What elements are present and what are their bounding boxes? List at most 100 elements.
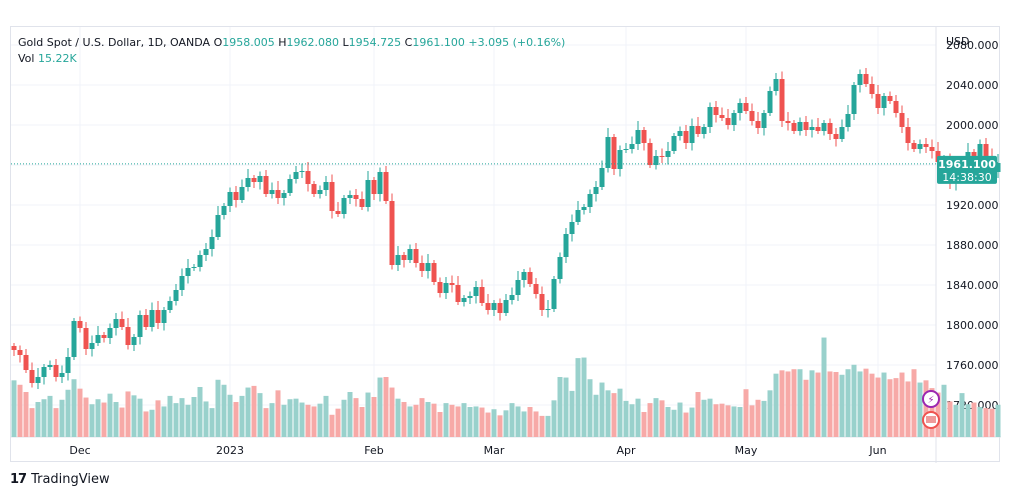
- tradingview-brand[interactable]: 17 TradingView: [10, 472, 110, 487]
- candle-body: [677, 131, 683, 136]
- x-tick-label: 2023: [216, 444, 244, 457]
- volume-bar: [683, 412, 689, 437]
- volume-bar: [107, 393, 113, 437]
- candle-body: [605, 137, 611, 168]
- volume-bar: [179, 398, 185, 437]
- volume-bar: [911, 369, 917, 437]
- candle-body: [731, 113, 737, 125]
- candle-body: [875, 94, 881, 108]
- volume-bar: [479, 407, 485, 437]
- volume-bar: [317, 403, 323, 437]
- candle-body: [413, 249, 419, 263]
- volume-bar: [119, 407, 125, 437]
- candle-body: [467, 296, 473, 298]
- volume-bar: [953, 404, 959, 437]
- candle-body: [581, 207, 587, 210]
- candle-body: [143, 315, 149, 327]
- x-tick-label: Feb: [364, 444, 383, 457]
- candle-body: [845, 114, 851, 127]
- candle-body: [251, 178, 257, 182]
- candle-body: [617, 150, 623, 169]
- volume-bar: [401, 402, 407, 437]
- candle-body: [239, 187, 245, 200]
- low-label: L: [342, 36, 349, 49]
- candle-body: [863, 74, 869, 84]
- volume-bar: [827, 371, 833, 437]
- volume-bar: [203, 401, 209, 437]
- volume-bar: [575, 358, 581, 437]
- candle-body: [437, 282, 443, 293]
- candle-body: [755, 121, 761, 128]
- high-value: 1962.080: [286, 36, 340, 49]
- candle-body: [353, 195, 359, 199]
- volume-bar: [653, 398, 659, 437]
- volume-bar: [791, 369, 797, 437]
- vol-value: 15.22K: [37, 52, 77, 65]
- volume-bar: [59, 399, 65, 437]
- x-tick-label: Jun: [868, 444, 886, 457]
- candle-body: [263, 176, 269, 194]
- candle-body: [683, 131, 689, 143]
- last-price-tag: [937, 155, 997, 184]
- candle-body: [995, 163, 1001, 172]
- flag-glyph: [926, 416, 936, 423]
- candle-body: [173, 290, 179, 301]
- candle-body: [89, 343, 95, 349]
- high-label: H: [278, 36, 287, 49]
- candle-body: [431, 263, 437, 282]
- volume-bar: [947, 401, 953, 437]
- volume-bar: [167, 395, 173, 437]
- volume-bar: [305, 404, 311, 437]
- candle-body: [695, 126, 701, 134]
- candle-body: [905, 127, 911, 143]
- volume-bar: [293, 398, 299, 437]
- candle-body: [743, 103, 749, 111]
- vol-label: Vol: [18, 52, 35, 65]
- candle-body: [497, 303, 503, 313]
- candle-body: [791, 123, 797, 131]
- volume-bar: [971, 402, 977, 437]
- volume-bar: [461, 403, 467, 437]
- volume-bar: [161, 406, 167, 437]
- volume-bar: [539, 415, 545, 437]
- candle-body: [761, 113, 767, 128]
- volume-bar: [371, 397, 377, 437]
- volume-bar: [617, 388, 623, 437]
- candle-body: [35, 377, 41, 383]
- volume-bar: [875, 377, 881, 437]
- volume-bar: [629, 404, 635, 437]
- candle-body: [557, 257, 563, 279]
- volume-bar: [431, 403, 437, 437]
- candle-body: [197, 255, 203, 267]
- volume-bar: [821, 337, 827, 437]
- candle-body: [83, 328, 89, 349]
- change-value: +3.095 (+0.16%): [468, 36, 566, 49]
- candle-body: [545, 309, 551, 310]
- volume-bar: [197, 387, 203, 437]
- volume-bar: [635, 398, 641, 437]
- candle-body: [299, 171, 305, 172]
- candle-body: [287, 179, 293, 193]
- candle-body: [11, 346, 17, 350]
- candle-body: [65, 357, 71, 373]
- candle-body: [395, 255, 401, 265]
- volume-bar: [95, 399, 101, 437]
- volume-bar: [719, 403, 725, 437]
- volume-bar: [725, 405, 731, 437]
- volume-bar: [755, 399, 761, 437]
- lightning-icon[interactable]: [922, 390, 940, 408]
- candle-body: [323, 182, 329, 190]
- volume-bar: [731, 406, 737, 437]
- volume-bar: [425, 402, 431, 437]
- candle-body: [893, 101, 899, 113]
- candle-body: [653, 156, 659, 165]
- candle-body: [71, 321, 77, 357]
- volume-bar: [323, 395, 329, 437]
- candle-body: [191, 267, 197, 268]
- candle-body: [311, 184, 317, 194]
- low-value: 1954.725: [348, 36, 402, 49]
- candle-body: [209, 237, 215, 249]
- volume-bar: [671, 409, 677, 437]
- candlestick-chart[interactable]: 2080.0002040.0002000.0001960.0001920.000…: [11, 27, 1001, 463]
- volume-bar: [125, 391, 131, 437]
